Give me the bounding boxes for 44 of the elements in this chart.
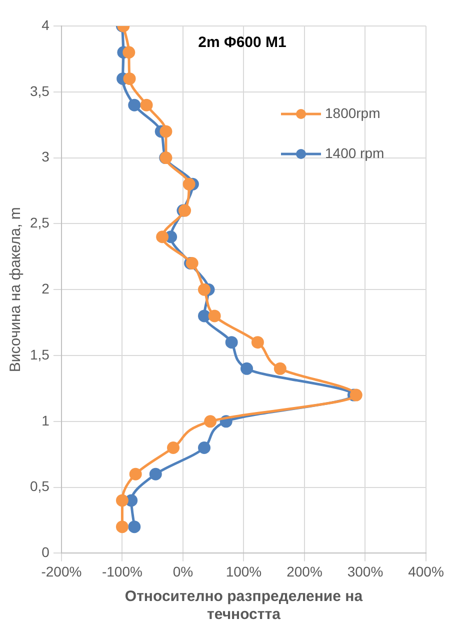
point: [116, 494, 128, 507]
point: [350, 388, 362, 402]
point: [167, 442, 180, 454]
point: [140, 98, 153, 112]
point: [208, 310, 221, 322]
y-tick-label: 4: [42, 16, 50, 33]
y-tick-label: 0,5: [30, 478, 50, 494]
point: [156, 230, 169, 244]
y-tick-label: 2: [42, 280, 50, 296]
point: [129, 468, 142, 480]
y-axis-title: Височина на факела, m: [7, 207, 24, 372]
point: [160, 125, 172, 138]
point: [240, 362, 254, 375]
point: [149, 468, 162, 480]
point: [116, 520, 128, 534]
x-tick-label: -200%: [41, 563, 82, 580]
x-tick-label: 0%: [172, 563, 194, 580]
point: [274, 362, 286, 375]
x-tick-label: -100%: [102, 563, 142, 580]
y-tick-label: 0: [42, 544, 50, 560]
point: [251, 336, 264, 349]
point: [128, 98, 141, 112]
point: [204, 415, 217, 428]
y-tick-label: 3: [42, 148, 50, 165]
x-tick-label: 100%: [226, 563, 262, 580]
point: [198, 310, 210, 322]
point: [128, 520, 141, 534]
point: [123, 72, 136, 85]
point: [198, 442, 210, 454]
y-tick-label: 3,5: [30, 82, 50, 99]
legend-label: 1800rpm: [325, 104, 380, 121]
x-tick-label: 200%: [286, 563, 322, 580]
x-axis-title: Относително разпределение на течността: [124, 588, 364, 624]
y-tick-label: 1,5: [30, 346, 50, 362]
y-tick-label: 1: [42, 412, 50, 428]
y-tick-label: 2,5: [30, 214, 50, 231]
text: 2m Φ600 M1: [198, 34, 286, 52]
point: [225, 336, 238, 349]
point: [122, 46, 136, 59]
x-tick-label: 300%: [347, 563, 384, 580]
point: [182, 178, 196, 190]
point: [198, 283, 210, 296]
legend-label: 1400 rpm: [325, 144, 384, 161]
x-tick-label: 400%: [408, 563, 444, 580]
